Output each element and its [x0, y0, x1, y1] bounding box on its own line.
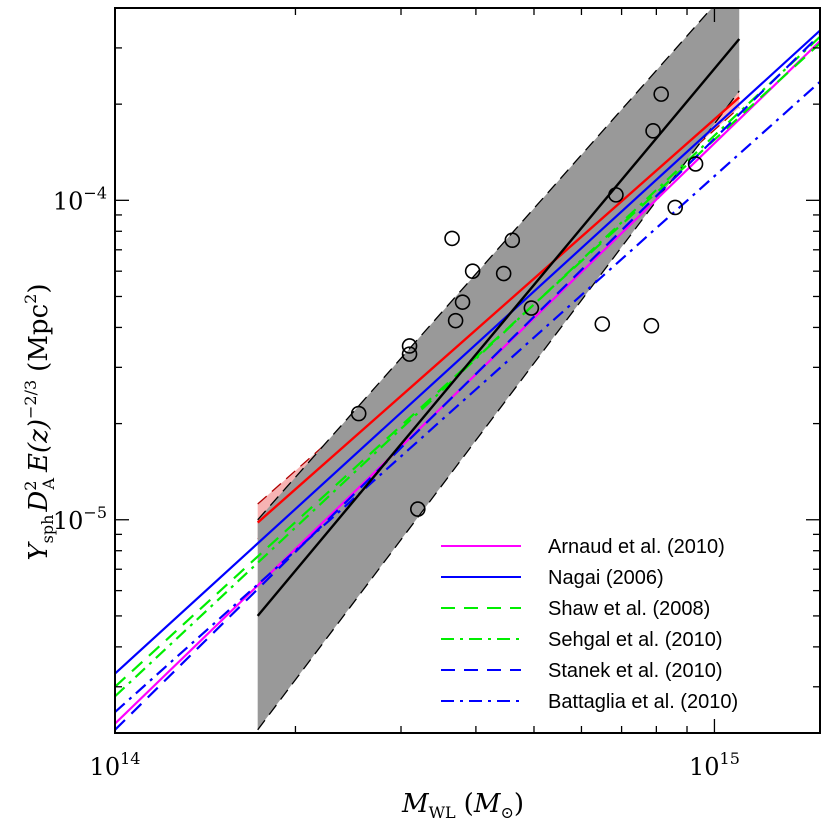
- fit-black-band: [257, 8, 740, 730]
- data-point: [504, 232, 521, 249]
- data-point: [401, 346, 418, 362]
- data-point: [444, 230, 460, 247]
- y-tick-label: 10−5: [53, 503, 107, 535]
- data-point: [687, 156, 704, 172]
- data-point: [523, 300, 540, 316]
- data-point: [401, 338, 418, 354]
- x-axis-label: MWL (M⊙): [401, 789, 524, 822]
- tick-labels: 1014 1015 10−5 10−4: [53, 183, 740, 781]
- fit-black-upper-edge: [257, 8, 713, 521]
- legend: Arnaud et al. (2010) Nagai (2006) Shaw et …: [441, 536, 738, 713]
- legend-label: Sehgal et al. (2010): [548, 629, 723, 651]
- data-point: [410, 501, 426, 517]
- data-point: [608, 187, 624, 203]
- fit-black-line: [256, 38, 741, 617]
- legend-label: Shaw et al. (2008): [548, 598, 710, 620]
- series-line-4: [115, 36, 820, 698]
- legend-label: Arnaud et al. (2010): [548, 536, 725, 558]
- confidence-bands: [257, 8, 740, 731]
- y-tick-label: 10−4: [53, 183, 107, 215]
- series-line-6: [115, 80, 820, 713]
- legend-label: Battaglia et al. (2010): [548, 691, 738, 713]
- x-tick-label: 1015: [689, 749, 740, 781]
- data-points: [350, 86, 704, 517]
- x-tick-label: 1014: [90, 749, 141, 781]
- plot-frame: [114, 7, 821, 734]
- data-point: [643, 317, 660, 334]
- data-point: [653, 86, 669, 102]
- y-axis-label: YsphD2AE(z)−2/3(Mpc2): [21, 284, 58, 561]
- legend-label: Nagai (2006): [548, 567, 664, 589]
- data-point: [667, 199, 683, 216]
- series-line-5: [115, 33, 820, 731]
- data-point: [645, 123, 661, 139]
- data-point: [464, 263, 481, 279]
- series-line-3: [115, 42, 820, 688]
- data-point: [454, 294, 471, 310]
- legend-label: Stanek et al. (2010): [548, 660, 723, 682]
- data-point: [594, 316, 611, 332]
- data-point: [495, 265, 512, 282]
- data-point: [350, 405, 367, 422]
- fit-red-line: [256, 96, 741, 524]
- series-line-2: [115, 29, 820, 675]
- data-point: [447, 312, 464, 329]
- axis-ticks: [114, 7, 820, 733]
